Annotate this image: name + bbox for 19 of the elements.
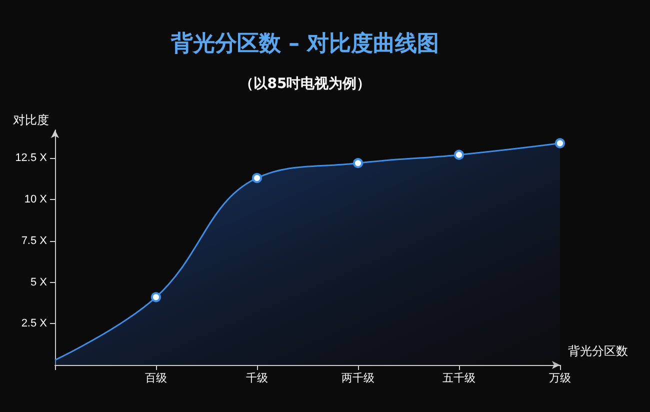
x-tick-label: 千级: [246, 372, 268, 384]
point: [555, 138, 565, 148]
x-axis-title: 背光分区数: [568, 344, 628, 358]
y-tick-label: 12.5 X: [15, 152, 48, 164]
point: [252, 172, 262, 183]
y-tick-label: 7.5 X: [21, 234, 48, 247]
point: [353, 158, 363, 168]
point: [151, 292, 161, 302]
x-tick-label: 百级: [145, 372, 167, 384]
y-tick-label: 10 X: [24, 194, 48, 206]
point: [454, 150, 464, 160]
chart-subtitle: （以85吋电视为例）: [239, 75, 371, 92]
x-tick-label: 两千级: [342, 372, 374, 384]
y-tick-label: 2.5 X: [21, 318, 48, 330]
y-axis-title: 对比度: [13, 113, 49, 127]
x-tick-label: 五千级: [442, 372, 476, 384]
y-tick-label: 5 X: [30, 276, 48, 288]
x-tick-label: 万级: [549, 372, 571, 384]
chart-title: 背光分区数 – 对比度曲线图: [170, 30, 440, 56]
